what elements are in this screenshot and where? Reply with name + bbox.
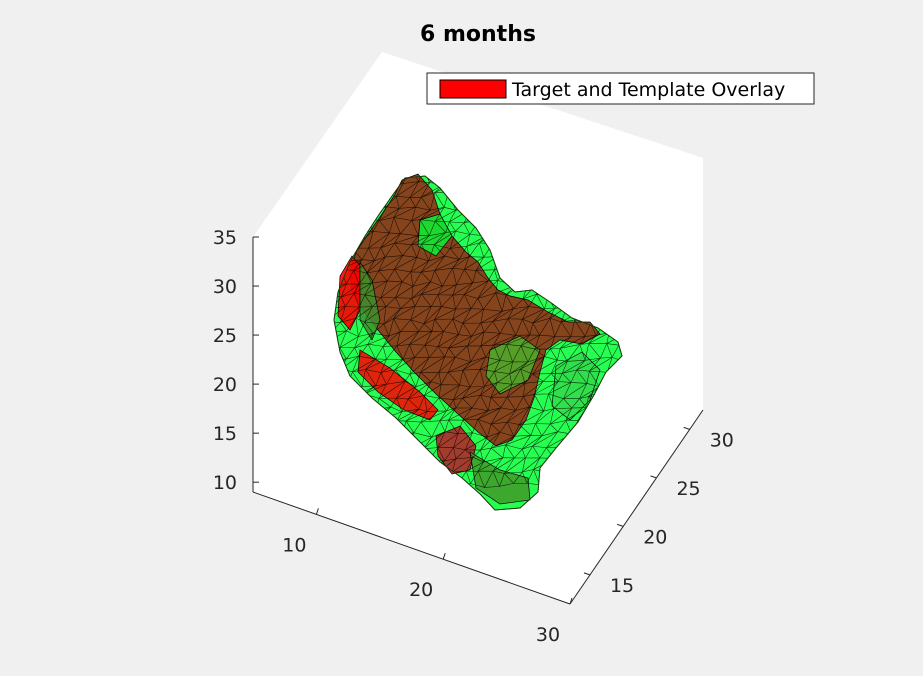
z-tick-label: 35 — [213, 227, 237, 249]
mesh-outline — [333, 175, 623, 511]
x-axis: 10 20 30 — [282, 508, 573, 646]
y-tick-mark — [617, 523, 624, 527]
x-tick-label: 10 — [282, 534, 306, 556]
y-tick-label: 15 — [610, 575, 634, 597]
legend-label: Target and Template Overlay — [511, 79, 785, 101]
axis-lines — [252, 237, 704, 605]
x-tick-mark — [569, 597, 573, 605]
z-tick-label: 15 — [213, 423, 237, 445]
z-tick-label: 10 — [213, 472, 237, 494]
y-tick-mark — [683, 426, 690, 430]
x-tick-label: 20 — [409, 579, 433, 601]
legend-swatch — [439, 79, 507, 99]
y-tick-mark — [583, 572, 591, 576]
template-patch — [359, 260, 381, 341]
x-tick-mark — [315, 508, 319, 515]
legend[interactable]: Target and Template Overlay — [426, 72, 815, 105]
target-patch — [357, 349, 439, 421]
y-tick-label: 30 — [710, 429, 734, 451]
x-tick-label: 30 — [536, 624, 560, 646]
mesh-surface — [333, 173, 623, 511]
y-axis: 15 20 25 30 — [583, 426, 734, 597]
y-tick-mark — [650, 475, 657, 479]
y-tick-label: 25 — [676, 478, 700, 500]
z-tick-label: 20 — [213, 374, 237, 396]
y-tick-label: 20 — [643, 526, 667, 548]
template-patch — [417, 213, 453, 257]
x-tick-mark — [442, 553, 446, 560]
z-tick-label: 30 — [213, 276, 237, 298]
template-patch — [469, 451, 531, 505]
z-axis: 10 15 20 25 30 35 — [213, 227, 259, 494]
chart-title: 6 months — [420, 22, 536, 47]
axis-line — [569, 409, 704, 605]
z-tick-label: 25 — [213, 325, 237, 347]
axis-line — [252, 491, 571, 605]
